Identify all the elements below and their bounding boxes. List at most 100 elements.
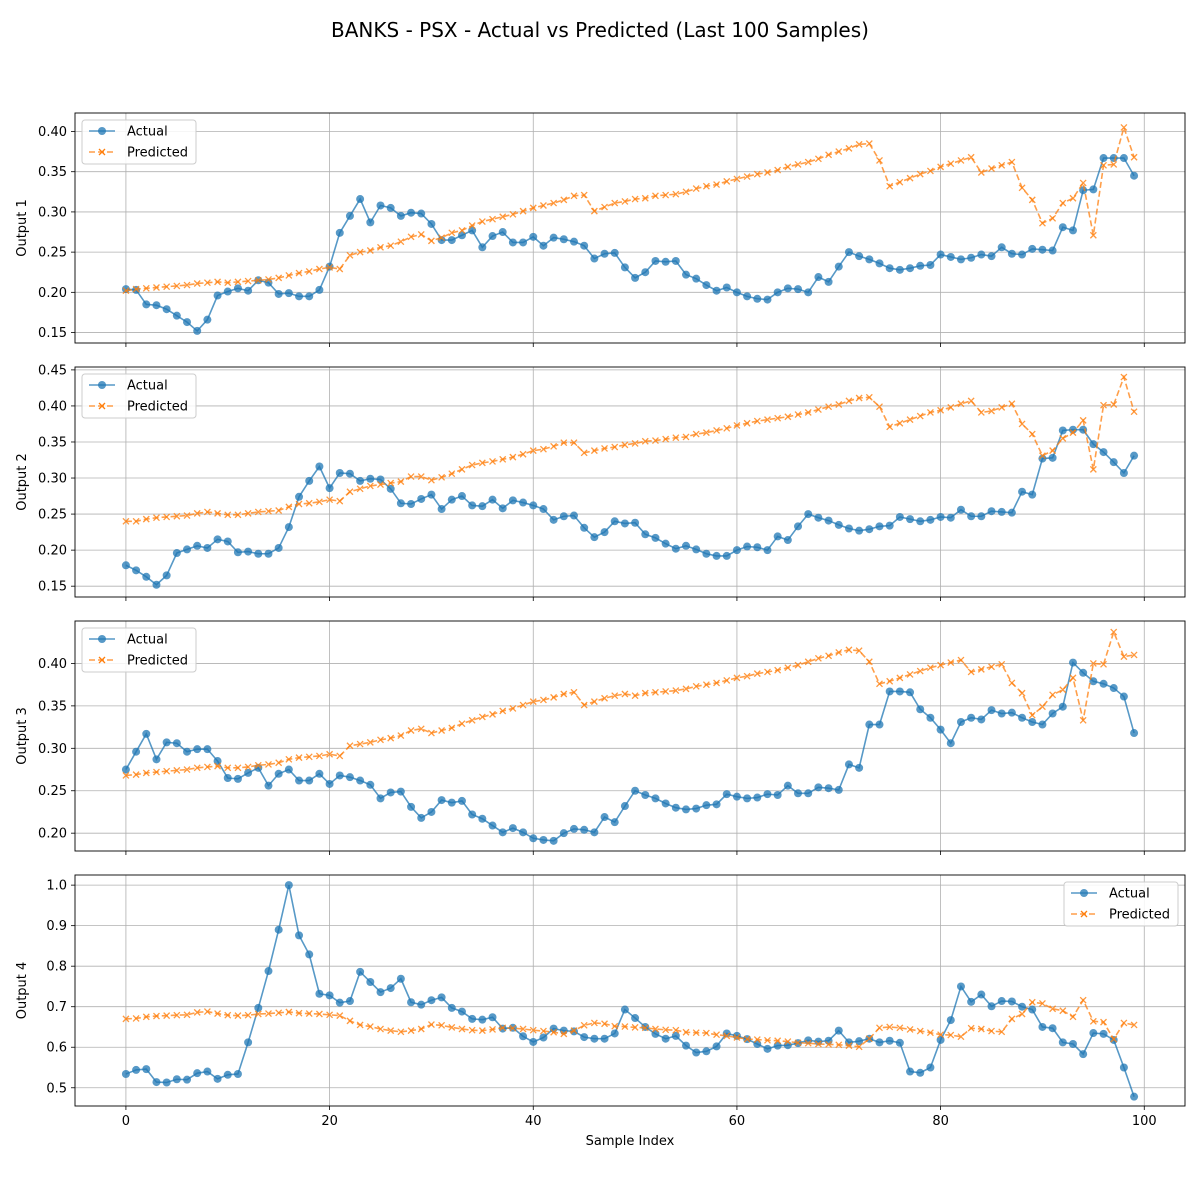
- predicted-data-point: [1028, 998, 1036, 1006]
- predicted-data-point: [336, 1012, 344, 1020]
- actual-data-point: [407, 499, 416, 508]
- predicted-data-point: [214, 509, 222, 517]
- predicted-data-point: [835, 1041, 843, 1049]
- actual-data-point: [142, 572, 151, 581]
- y-tick-label: 0.25: [38, 246, 67, 261]
- predicted-data-point: [265, 507, 272, 515]
- predicted-data-point: [519, 450, 527, 458]
- predicted-data-point: [560, 196, 568, 204]
- plot-frame: [74, 366, 1186, 598]
- actual-data-point: [498, 828, 507, 837]
- predicted-data-point: [1079, 716, 1087, 724]
- predicted-data-point: [814, 1040, 822, 1048]
- predicted-data-point: [193, 764, 201, 772]
- actual-data-point: [335, 771, 344, 780]
- predicted-data-point: [519, 1025, 527, 1033]
- predicted-data-point: [977, 1025, 985, 1033]
- predicted-data-point: [764, 169, 771, 176]
- actual-data-point: [356, 967, 365, 976]
- actual-series-line: [125, 428, 1135, 586]
- actual-data-point: [946, 1016, 955, 1025]
- actual-data-point: [651, 794, 660, 803]
- predicted-data-point: [142, 1013, 150, 1021]
- actual-data-point: [1089, 1029, 1098, 1038]
- actual-data-point: [926, 260, 935, 269]
- legend-predicted-marker: [98, 402, 106, 410]
- predicted-data-point: [560, 690, 568, 698]
- actual-data-point: [692, 804, 701, 813]
- predicted-data-point: [438, 473, 446, 481]
- predicted-data-point: [387, 242, 395, 250]
- predicted-data-point: [692, 430, 700, 438]
- predicted-data-point: [183, 766, 191, 773]
- actual-data-point: [580, 241, 589, 250]
- predicted-data-point: [937, 1031, 945, 1039]
- actual-data-point: [529, 1037, 538, 1046]
- y-tick-label: 0.15: [38, 326, 67, 341]
- predicted-data-point: [1038, 452, 1046, 460]
- actual-data-point: [967, 512, 976, 521]
- predicted-data-point: [957, 156, 965, 164]
- y-tick-label: 0.6: [46, 1041, 67, 1056]
- predicted-data-point: [794, 411, 802, 419]
- predicted-data-point: [1069, 674, 1077, 682]
- y-tick-label: 0.8: [46, 960, 67, 975]
- predicted-data-point: [193, 509, 201, 517]
- predicted-data-point: [977, 665, 985, 673]
- predicted-data-point: [448, 470, 456, 478]
- predicted-data-point: [784, 1038, 792, 1046]
- actual-data-point: [1018, 487, 1027, 496]
- predicted-data-point: [601, 1020, 609, 1028]
- predicted-data-point: [743, 672, 751, 680]
- y-tick-label: 0.40: [38, 657, 67, 672]
- actual-data-point: [498, 504, 507, 513]
- predicted-data-point: [1079, 996, 1087, 1004]
- predicted-data-point: [550, 199, 558, 207]
- actual-data-point: [396, 787, 405, 796]
- actual-data-point: [417, 813, 426, 822]
- actual-data-point: [814, 513, 823, 522]
- actual-data-point: [366, 474, 375, 483]
- predicted-data-point: [1100, 401, 1107, 409]
- actual-data-point: [345, 469, 354, 478]
- legend: Actual Predicted: [1063, 881, 1179, 927]
- predicted-data-point: [397, 238, 405, 246]
- predicted-data-point: [1038, 703, 1046, 711]
- predicted-data-point: [988, 407, 995, 415]
- actual-data-point: [437, 505, 446, 514]
- predicted-data-point: [305, 753, 313, 761]
- actual-data-point: [284, 523, 293, 532]
- predicted-data-point: [163, 283, 171, 291]
- actual-data-point: [967, 713, 976, 722]
- actual-data-point: [386, 203, 395, 212]
- y-tick-label: 0.20: [38, 286, 67, 301]
- actual-data-point: [732, 288, 741, 297]
- predicted-data-point: [560, 1030, 568, 1038]
- predicted-data-point: [153, 768, 160, 776]
- actual-data-point: [264, 967, 273, 976]
- predicted-data-point: [366, 738, 374, 746]
- predicted-data-point: [448, 229, 456, 237]
- predicted-data-point: [621, 1023, 629, 1031]
- predicted-data-point: [468, 716, 476, 724]
- predicted-data-point: [326, 750, 334, 758]
- y-tick-label: 0.40: [38, 125, 67, 140]
- actual-data-point: [407, 208, 416, 217]
- predicted-data-point: [764, 1036, 771, 1044]
- predicted-data-point: [825, 403, 833, 411]
- predicted-data-point: [1018, 420, 1026, 428]
- actual-data-point: [967, 253, 976, 262]
- panels-group: 0.15 0.20 0.25 0.30 0.35 0.40 Output 1 Actual Pr…: [15, 112, 1186, 1129]
- actual-data-point: [132, 566, 141, 575]
- actual-data-point: [753, 543, 762, 552]
- actual-data-point: [121, 1069, 130, 1078]
- predicted-data-point: [427, 1021, 435, 1028]
- predicted-data-point: [967, 668, 975, 676]
- predicted-data-point: [977, 408, 985, 416]
- actual-data-point: [396, 974, 405, 983]
- legend-actual-marker: [98, 381, 106, 389]
- predicted-data-point: [234, 278, 242, 286]
- predicted-data-point: [468, 222, 476, 230]
- predicted-data-point: [855, 647, 863, 655]
- predicted-data-point: [203, 508, 211, 516]
